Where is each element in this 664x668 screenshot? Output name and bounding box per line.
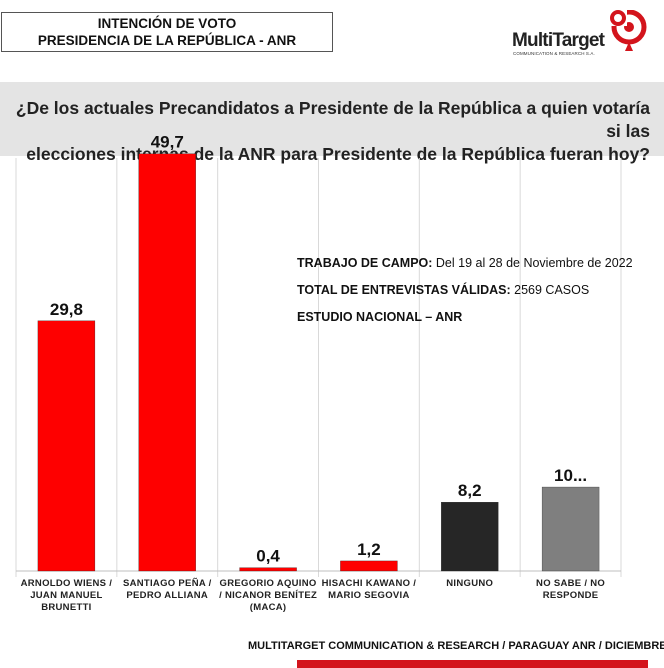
fieldwork-info: TRABAJO DE CAMPO: Del 19 al 28 de Noviem… <box>297 256 633 270</box>
fieldwork-label: TRABAJO DE CAMPO: <box>297 256 433 270</box>
chart-title-box: INTENCIÓN DE VOTO PRESIDENCIA DE LA REPÚ… <box>1 12 333 52</box>
category-label-1-line-2: JUAN MANUEL <box>30 590 102 601</box>
data-label-6: 10... <box>554 466 587 485</box>
title-line-1: INTENCIÓN DE VOTO <box>97 16 237 31</box>
target-pin-icon <box>609 10 647 51</box>
interviews-info: TOTAL DE ENTREVISTAS VÁLIDAS: 2569 CASOS <box>297 283 589 297</box>
bar-4 <box>340 560 398 572</box>
bar-1 <box>37 320 96 572</box>
bar-3 <box>239 567 297 572</box>
data-label-3: 0,4 <box>256 547 280 566</box>
multitarget-logo: MultiTarget COMMUNICATION & RESEARCH S.A… <box>512 10 652 60</box>
category-label-4-line-2: MARIO SEGOVIA <box>328 590 410 601</box>
category-label-3-line-2: / NICANOR BENÍTEZ <box>219 590 317 601</box>
fieldwork-value: Del 19 al 28 de Noviembre de 2022 <box>432 256 633 270</box>
category-label-1-line-1: ARNOLDO WIENS / <box>21 578 113 589</box>
data-label-1: 29,8 <box>50 300 83 319</box>
category-label-3-line-1: GREGORIO AQUINO <box>220 578 317 589</box>
data-label-2: 49,7 <box>151 133 184 152</box>
survey-question: ¿De los actuales Precandidatos a Preside… <box>0 82 664 164</box>
data-label-4: 1,2 <box>357 540 381 559</box>
logo-wordmark: MultiTarget <box>512 30 605 51</box>
footer-credit: MULTITARGET COMMUNICATION & RESEARCH / P… <box>248 640 664 652</box>
category-label-6-line-2: RESPONDE <box>543 590 599 601</box>
study-info: ESTUDIO NACIONAL – ANR <box>297 310 462 324</box>
bar-2 <box>138 153 196 572</box>
title-line-2: PRESIDENCIA DE LA REPÚBLICA - ANR <box>37 33 297 48</box>
category-label-3-line-3: (MACA) <box>250 602 287 613</box>
interviews-value: 2569 CASOS <box>510 283 590 297</box>
category-label-2-line-2: PEDRO ALLIANA <box>126 590 208 601</box>
data-label-5: 8,2 <box>458 481 482 500</box>
bar-5 <box>441 502 499 572</box>
bar-6 <box>541 486 600 572</box>
interviews-label: TOTAL DE ENTREVISTAS VÁLIDAS: <box>297 283 511 297</box>
category-label-1-line-3: BRUNETTI <box>41 602 91 613</box>
category-label-2-line-1: SANTIAGO PEÑA / <box>123 578 212 589</box>
logo-subtitle: COMMUNICATION & RESEARCH S.A. <box>513 51 595 56</box>
category-label-6-line-1: NO SABE / NO <box>536 578 605 589</box>
question-line-1: ¿De los actuales Precandidatos a Preside… <box>15 98 650 141</box>
study-label: ESTUDIO NACIONAL – ANR <box>297 310 463 324</box>
footer-accent-bar <box>297 660 648 668</box>
category-label-4-line-1: HISACHI KAWANO / <box>322 578 417 589</box>
category-label-5-line-1: NINGUNO <box>446 578 493 589</box>
